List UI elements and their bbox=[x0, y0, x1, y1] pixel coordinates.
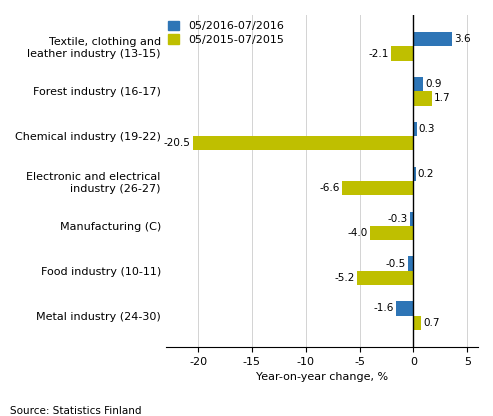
Bar bbox=[414, 32, 452, 47]
Bar bbox=[414, 77, 423, 91]
Text: 0.7: 0.7 bbox=[423, 318, 440, 328]
Text: -1.6: -1.6 bbox=[374, 303, 394, 313]
X-axis label: Year-on-year change, %: Year-on-year change, % bbox=[256, 372, 388, 382]
Text: -0.3: -0.3 bbox=[388, 214, 408, 224]
Text: -20.5: -20.5 bbox=[164, 138, 190, 149]
Bar bbox=[410, 211, 414, 226]
Text: 0.9: 0.9 bbox=[425, 79, 442, 89]
Bar bbox=[414, 122, 417, 136]
Text: -6.6: -6.6 bbox=[320, 183, 340, 193]
Bar bbox=[396, 301, 414, 316]
Text: -4.0: -4.0 bbox=[348, 228, 368, 238]
Bar bbox=[408, 256, 414, 271]
Bar bbox=[342, 181, 414, 196]
Bar bbox=[414, 91, 432, 106]
Text: 1.7: 1.7 bbox=[434, 94, 451, 104]
Bar bbox=[357, 271, 414, 285]
Text: 3.6: 3.6 bbox=[455, 34, 471, 44]
Text: -5.2: -5.2 bbox=[335, 273, 355, 283]
Legend: 05/2016-07/2016, 05/2015-07/2015: 05/2016-07/2016, 05/2015-07/2015 bbox=[168, 20, 284, 45]
Bar bbox=[414, 316, 421, 330]
Text: 0.2: 0.2 bbox=[418, 169, 434, 179]
Text: -0.5: -0.5 bbox=[386, 259, 406, 269]
Bar bbox=[414, 167, 416, 181]
Bar bbox=[193, 136, 414, 151]
Text: Source: Statistics Finland: Source: Statistics Finland bbox=[10, 406, 141, 416]
Bar bbox=[391, 47, 414, 61]
Text: -2.1: -2.1 bbox=[368, 49, 388, 59]
Bar bbox=[370, 226, 414, 240]
Text: 0.3: 0.3 bbox=[419, 124, 435, 134]
